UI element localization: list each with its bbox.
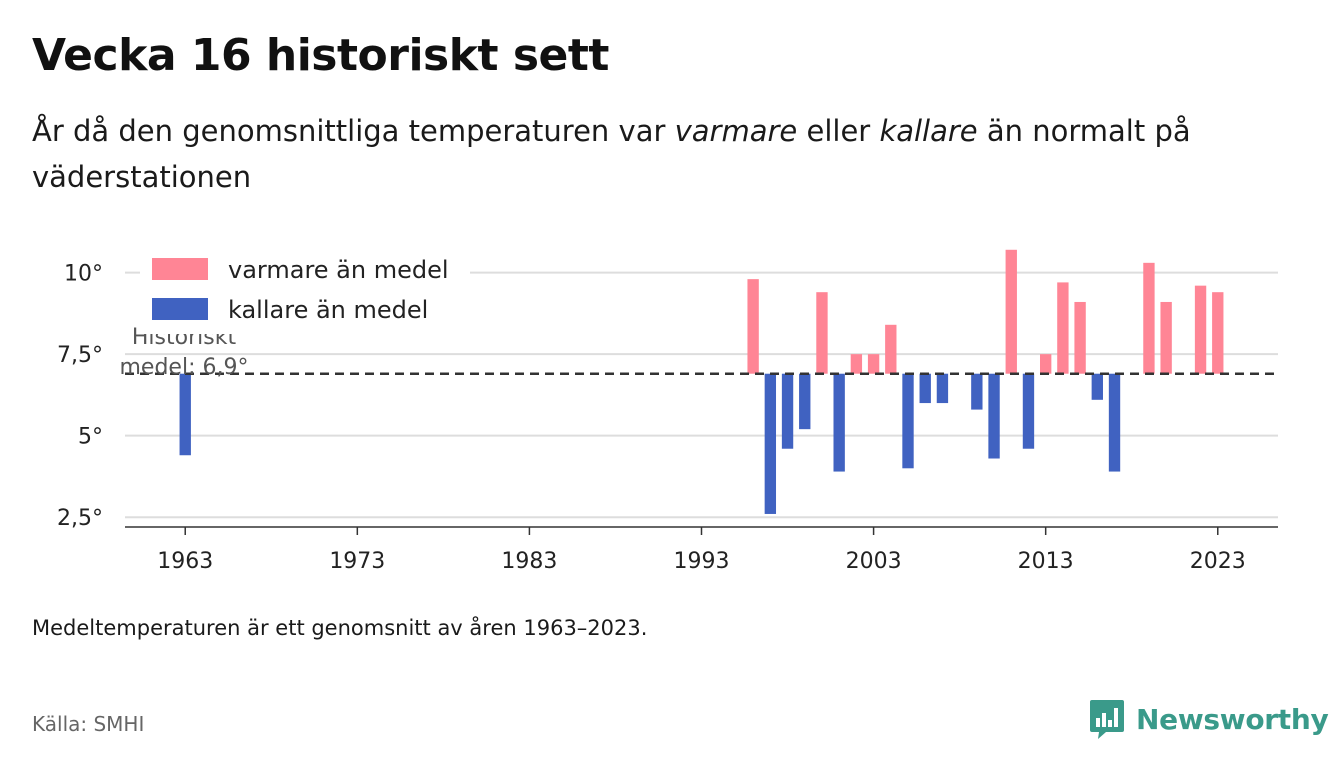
y-tick-label: 10°: [64, 262, 103, 287]
y-axis: 2,5° 5° 7,5° 10°: [57, 262, 103, 532]
legend: varmare än medel kallare än medel: [140, 248, 470, 334]
x-tick-label: 2023: [1190, 549, 1246, 574]
bar-1996: [747, 279, 759, 374]
source-label: Källa: SMHI: [32, 712, 145, 736]
y-tick-label: 5°: [78, 425, 103, 450]
y-tick-label: 2,5°: [57, 506, 103, 531]
bar-2015: [1074, 301, 1086, 374]
bar-2009: [971, 373, 983, 410]
legend-swatch-warm: [152, 258, 208, 280]
x-tick-label: 1993: [674, 549, 730, 574]
chart-subtitle: År då den genomsnittliga temperaturen va…: [32, 114, 1191, 194]
bars: [179, 249, 1224, 514]
bar-2019: [1143, 262, 1155, 374]
bar-2011: [1005, 249, 1017, 374]
bar-2020: [1160, 301, 1172, 374]
bar-2007: [936, 373, 949, 404]
chart-footnote: Medeltemperaturen är ett genomsnitt av å…: [32, 616, 648, 640]
brand-logo: Newsworthy: [1088, 698, 1329, 740]
legend-swatch-cold: [152, 298, 208, 320]
x-axis: 1963 1973 1983 1993 2003 2013 2023: [157, 527, 1246, 574]
bar-1997: [764, 373, 777, 514]
bar-1999: [799, 373, 811, 430]
bar-2006: [919, 373, 931, 404]
bar-2022: [1194, 285, 1207, 374]
bar-2001: [833, 373, 845, 472]
bar-2017: [1108, 373, 1121, 472]
x-tick-label: 2013: [1018, 549, 1074, 574]
bar-2004: [885, 324, 897, 374]
brand-name: Newsworthy: [1136, 702, 1329, 736]
y-tick-label: 7,5°: [57, 343, 103, 368]
x-tick-label: 1983: [501, 549, 557, 574]
bar-2000: [816, 292, 828, 374]
bar-1998: [781, 373, 794, 449]
legend-label-warm: varmare än medel: [228, 256, 449, 284]
bar-2016: [1091, 373, 1103, 400]
x-tick-label: 1963: [157, 549, 213, 574]
average-label-line2: medel: 6,9°: [120, 355, 249, 380]
newsworthy-logo-icon: [1090, 700, 1124, 739]
bar-2014: [1057, 282, 1069, 374]
bar-2010: [988, 373, 1000, 459]
bar-chart: 2,5° 5° 7,5° 10° 1963 1973 1983 1993 2003 2013 20…: [57, 248, 1278, 574]
bar-2023: [1212, 292, 1224, 374]
bar-2005: [902, 373, 914, 469]
x-tick-label: 1973: [329, 549, 385, 574]
bar-1963: [179, 373, 191, 456]
bar-2003: [867, 354, 880, 374]
bar-2013: [1040, 354, 1052, 374]
bar-2002: [850, 354, 863, 374]
x-tick-label: 2003: [846, 549, 902, 574]
legend-label-cold: kallare än medel: [228, 296, 428, 324]
bar-2012: [1022, 373, 1035, 449]
page-title: Vecka 16 historiskt sett: [32, 30, 609, 81]
